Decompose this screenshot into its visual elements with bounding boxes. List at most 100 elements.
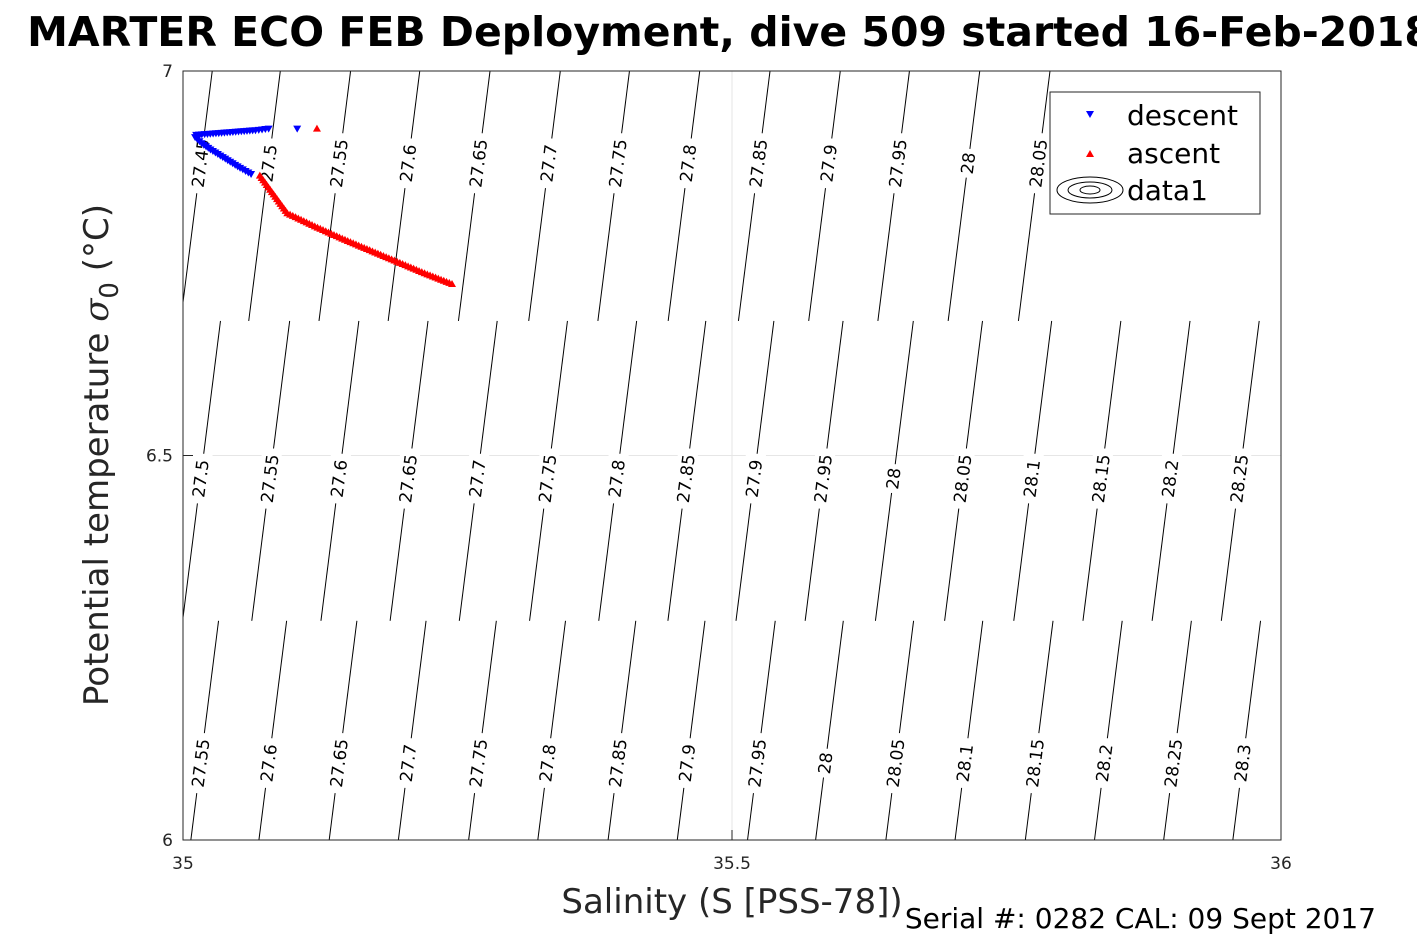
legend-data1-label: data1	[1127, 174, 1208, 207]
density-contour-label-backing	[674, 137, 701, 190]
density-contour-label: 27.9	[814, 137, 842, 190]
density-contour-label-backing	[463, 452, 490, 505]
density-contour-label: 27.7	[394, 736, 422, 790]
descent-marker	[293, 125, 302, 133]
ascent-marker	[423, 270, 432, 278]
density-contour-line	[1163, 620, 1192, 840]
density-contour-label: 28.25	[1158, 731, 1187, 795]
density-contour-label-text: 27.9	[817, 143, 842, 183]
density-contour-label-backing	[955, 147, 979, 179]
density-contour-line	[528, 71, 561, 321]
density-contour-label: 27.95	[883, 131, 912, 195]
density-contour-label-backing	[671, 447, 699, 510]
density-contour-line	[537, 620, 567, 840]
density-contour-line	[947, 71, 981, 321]
density-contour-line	[607, 620, 637, 840]
descent-marker	[199, 141, 208, 149]
density-contour-label-text: 28.3	[1231, 743, 1256, 783]
density-contour-line	[468, 620, 497, 840]
ascent-marker	[368, 247, 377, 255]
legend-descent-marker	[1086, 111, 1094, 118]
density-contour-label-text: 27.7	[397, 743, 422, 783]
density-contour-label-text: 28	[815, 751, 838, 775]
density-contour-label: 27.8	[602, 452, 630, 505]
density-contour-label-text: 27.9	[676, 743, 701, 783]
density-contour-label-text: 27.6	[328, 459, 353, 499]
density-contour-line	[815, 620, 844, 840]
x-tick-label-1: 35.5	[713, 854, 751, 874]
density-contour-label: 27.7	[463, 452, 491, 505]
density-contour-label: 27.6	[394, 137, 421, 190]
density-contour-label: 28.05	[1023, 131, 1052, 195]
density-contour-label-text: 27.5	[189, 459, 214, 499]
density-contour-line	[318, 71, 352, 321]
density-contour-label-backing	[950, 736, 977, 790]
density-contour-label: 28.1	[950, 736, 978, 790]
density-contour-label-text: 27.8	[677, 143, 702, 183]
density-contour-line	[954, 620, 984, 840]
density-contour-label-backing	[742, 731, 770, 795]
density-contour-label-backing	[324, 731, 352, 795]
density-contour-label-backing	[1158, 731, 1187, 795]
y-axis-label: Potential temperature σ0 (°C)	[77, 204, 125, 706]
ascent-marker	[340, 235, 349, 243]
density-contour-label-backing	[1228, 736, 1255, 790]
density-contour-label-text: 27.8	[605, 459, 630, 499]
ascent-marker	[312, 124, 321, 132]
density-contour-label: 28	[880, 462, 906, 495]
descent-marker	[208, 147, 217, 155]
density-contour-label-backing	[393, 447, 421, 510]
density-contour-label: 27.7	[534, 137, 562, 190]
density-contour-label-backing	[1156, 452, 1183, 505]
density-contour-label-backing	[1017, 452, 1044, 505]
density-contour-label-backing	[1020, 731, 1048, 795]
density-contour-label-backing	[463, 731, 492, 795]
density-contour-line	[457, 71, 491, 321]
descent-marker	[228, 160, 237, 168]
density-contour-label-text: 28.1	[1020, 459, 1045, 499]
density-contour-label-backing	[532, 447, 561, 510]
density-contour-label-backing	[739, 452, 767, 505]
density-contour-line	[667, 71, 701, 321]
density-contour-label-backing	[394, 736, 421, 790]
descent-marker	[261, 126, 270, 134]
density-contour-label-backing	[603, 731, 631, 795]
density-contour-label-backing	[324, 452, 351, 505]
density-contour-line	[328, 620, 358, 840]
density-contour-line	[747, 620, 776, 840]
density-contour-label: 27.9	[739, 452, 767, 505]
density-contour-line	[737, 71, 771, 321]
density-contour-line	[885, 620, 915, 840]
density-contour-line	[387, 71, 421, 321]
density-contour-line	[183, 71, 213, 307]
density-contour-label: 27.8	[533, 736, 561, 790]
x-axis-label: Salinity (S [PSS-78])	[561, 882, 902, 922]
y-tick-label-1: 6.5	[146, 447, 173, 467]
density-contour-label-backing	[185, 731, 214, 795]
legend: descent ascent data1	[1049, 91, 1261, 215]
density-contour-label: 28	[812, 747, 838, 779]
legend-ascent-label: ascent	[1127, 137, 1220, 170]
density-contour-label: 28.1	[1017, 452, 1045, 505]
chart-title: MARTER ECO FEB Deployment, dive 509 star…	[27, 8, 1417, 56]
descent-marker	[248, 127, 257, 135]
legend-descent-label: descent	[1127, 99, 1238, 132]
density-contour-label-backing	[1023, 131, 1052, 195]
density-contour-label-text: 28.2	[1093, 743, 1118, 783]
density-contour-label: 28	[955, 147, 980, 179]
density-contour-label: 27.5	[186, 452, 214, 505]
density-contour-line	[676, 620, 706, 840]
legend-contour-icon	[1056, 176, 1124, 204]
density-contour-line	[248, 71, 281, 321]
density-contour-label-text: 27.7	[537, 143, 562, 183]
density-contour-label-backing	[1224, 447, 1252, 510]
x-tick-label-2: 36	[1270, 854, 1292, 874]
density-contour-label: 27.6	[254, 736, 282, 790]
density-contour-label: 27.85	[743, 131, 772, 195]
x-tick-label-0: 35	[172, 854, 194, 874]
y-axis-label-unit: (°C)	[77, 204, 117, 282]
density-contour-label-text: 28.2	[1159, 459, 1184, 499]
density-contour-line	[877, 71, 910, 321]
density-contour-label-backing	[672, 736, 700, 790]
